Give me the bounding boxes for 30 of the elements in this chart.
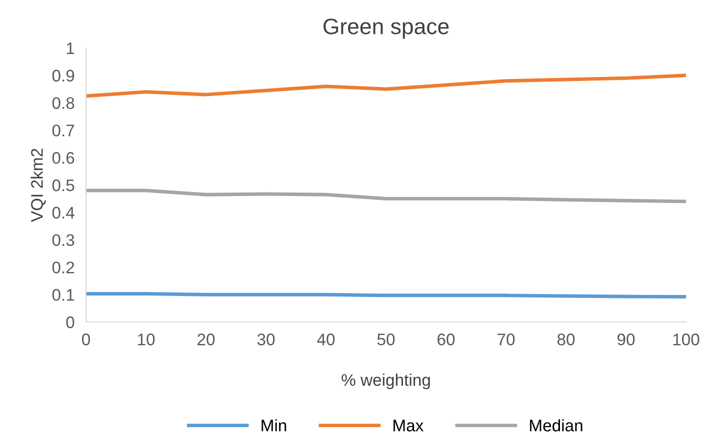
legend-label: Median <box>530 419 582 432</box>
x-tick-label: 60 <box>438 334 455 346</box>
legend-label: Max <box>394 420 424 432</box>
y-tick-label: 0.3 <box>52 234 74 246</box>
y-tick-label: 0.7 <box>52 124 74 136</box>
y-tick-label: 0.5 <box>52 179 74 192</box>
y-tick-label: 0.2 <box>52 262 74 274</box>
x-tick-label: 90 <box>618 334 635 346</box>
x-tick-label: 0 <box>82 334 90 346</box>
x-tick-label: 80 <box>557 334 575 346</box>
y-tick-label: 0 <box>66 316 74 328</box>
y-tick-label: 0.1 <box>52 289 74 301</box>
y-tick-label: 1 <box>66 42 74 54</box>
y-tick-label: 0.6 <box>52 152 74 164</box>
x-tick-label: 40 <box>317 334 335 346</box>
x-tick-label: 70 <box>498 334 515 346</box>
x-tick-label: 50 <box>377 334 395 346</box>
x-axis-title: % weighting <box>342 374 430 390</box>
y-axis-title: VQI 2km2 <box>30 148 46 222</box>
y-tick-label: 0.4 <box>52 206 74 219</box>
chart-title: Green space <box>324 18 449 39</box>
x-tick-label: 30 <box>257 334 275 346</box>
x-tick-label: 20 <box>198 334 215 346</box>
x-tick-label: 10 <box>138 334 155 346</box>
y-tick-label: 0.9 <box>52 70 74 82</box>
legend-label: Min <box>262 419 286 432</box>
line-series <box>86 188 686 204</box>
line-series <box>86 74 686 98</box>
y-tick-label: 0.8 <box>52 97 74 110</box>
x-tick-label: 100 <box>673 334 700 346</box>
